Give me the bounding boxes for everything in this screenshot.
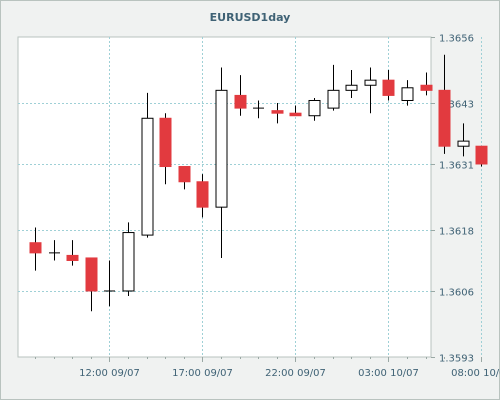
candle [438,54,451,154]
x-tick-label: 08:00 10/07 [451,368,500,379]
candle [271,103,284,124]
chart-title: EURUSD1day [210,11,291,24]
candle-body [308,99,321,117]
candle-body [66,254,79,261]
candle-body [178,166,191,183]
x-tick-label: 22:00 09/07 [265,368,326,379]
x-tick-label: 17:00 09/07 [172,368,233,379]
candle [122,222,135,297]
candle-body [345,84,358,91]
candle [159,113,172,185]
candle-body [289,112,302,117]
candle-body [420,84,433,91]
x-tick-label: 12:00 09/07 [79,368,140,379]
candle [29,227,42,271]
y-tick-label: 1.3643 [439,100,474,111]
candle-body [457,140,470,147]
candle [420,72,433,96]
candle-body [215,89,228,208]
candle-body [234,94,247,109]
y-tick-label: 1.3618 [439,227,474,238]
candle [49,240,60,261]
candle-body [401,87,414,101]
candle [382,70,395,101]
candle-body [271,110,284,114]
candle [66,240,79,266]
candle [401,80,414,106]
candle-body [29,242,42,254]
candle-body [141,117,154,236]
y-tick-label: 1.3631 [439,161,474,172]
candle [475,145,488,167]
candle [104,260,115,307]
y-tick-label: 1.3606 [439,288,474,299]
candle [345,70,358,98]
candle-body [159,117,172,168]
candle-body [475,145,488,165]
candle-body [327,89,340,109]
candle [141,92,154,238]
candle [178,166,191,190]
candle [196,174,209,218]
x-tick-label: 03:00 10/07 [358,368,419,379]
candle [289,105,302,117]
candle [327,64,340,111]
axes: 1.3593 1.3606 1.3618 1.3631 1.3643 1.3656 12:0… [35,34,500,379]
candle [457,123,470,157]
candle-body [85,257,98,292]
candle [215,67,228,258]
candle-body [364,79,377,86]
candle [364,67,377,114]
candle-body [382,79,395,96]
candle-body [196,181,209,208]
candle [253,100,264,119]
candle [234,75,247,116]
candles [29,54,488,312]
candle-body [438,89,451,147]
candle [308,97,321,121]
candle-body [122,232,135,292]
y-tick-label: 1.3656 [439,34,474,45]
candle [85,257,98,312]
y-tick-label: 1.3593 [439,354,474,365]
